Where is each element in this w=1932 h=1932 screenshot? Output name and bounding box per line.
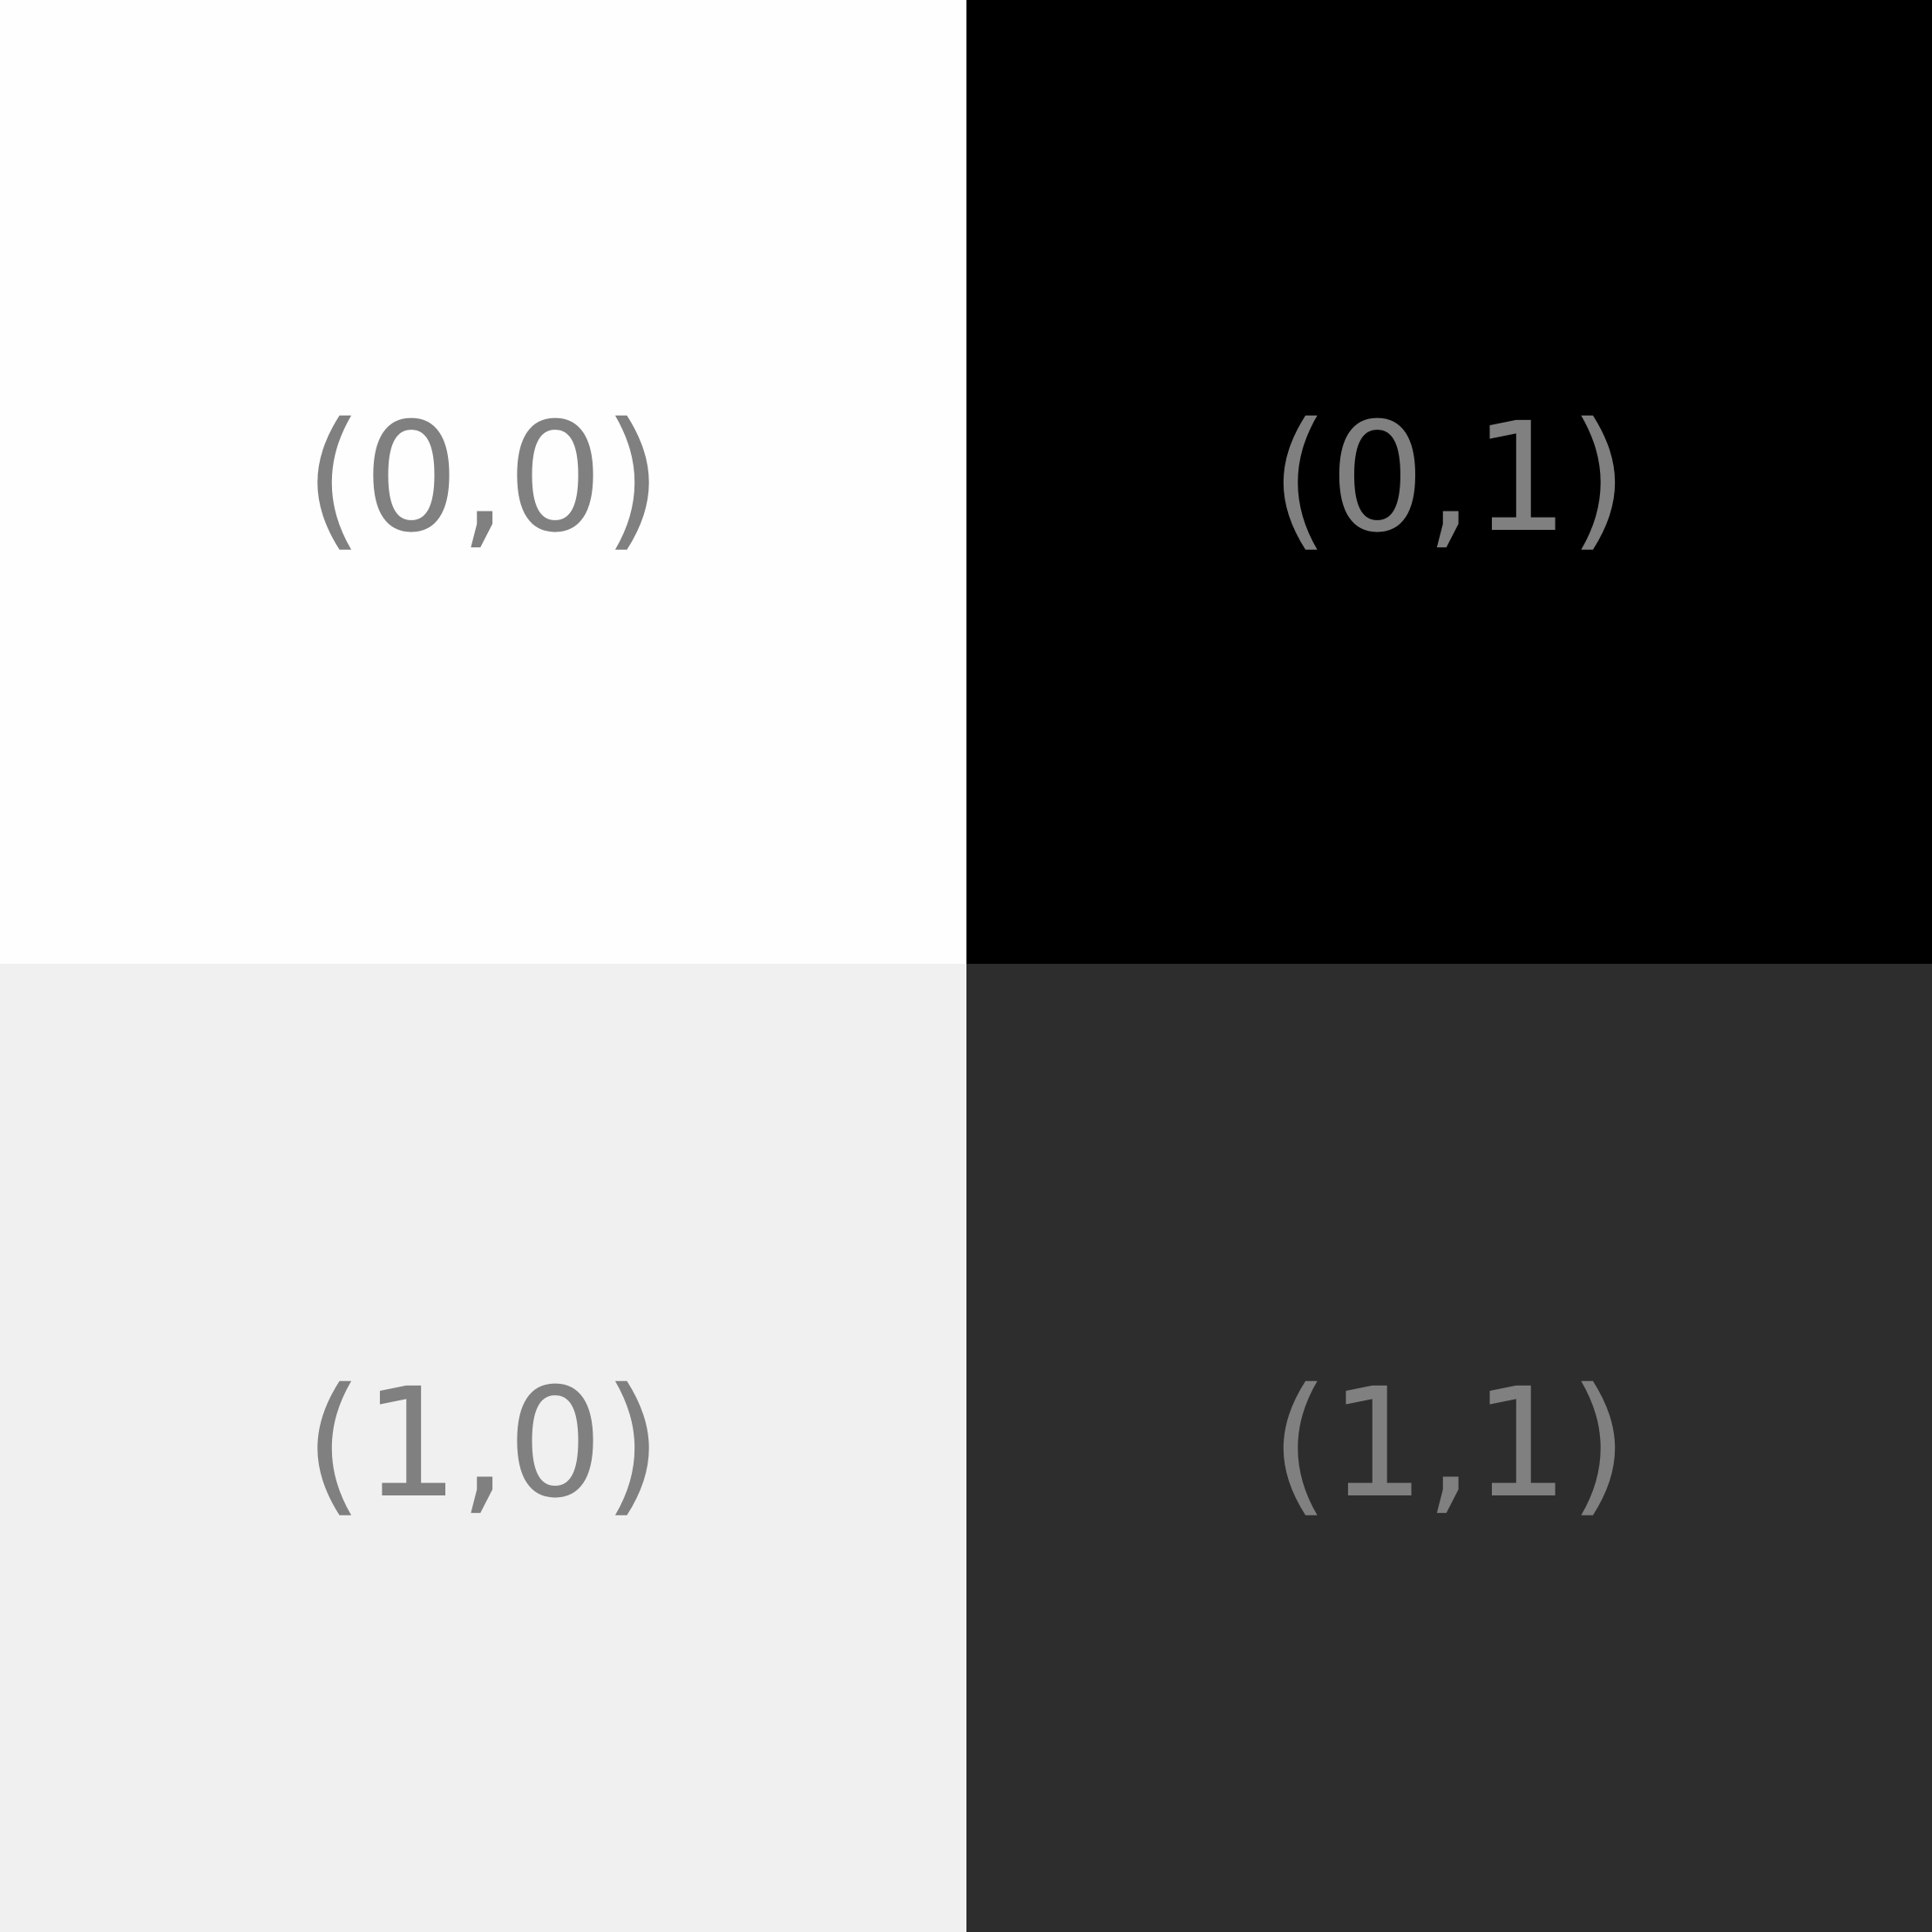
cell-0-0: (0,0) [0,0,966,964]
cell-0-1: (0,1) [966,0,1932,964]
cell-0-1-label: (0,1) [1270,389,1629,566]
cell-1-0: (1,0) [0,964,966,1932]
cell-1-0-label: (1,0) [304,1355,662,1531]
cell-0-0-label: (0,0) [304,389,662,566]
cell-1-1-label: (1,1) [1270,1355,1629,1531]
cell-1-1: (1,1) [966,964,1932,1932]
